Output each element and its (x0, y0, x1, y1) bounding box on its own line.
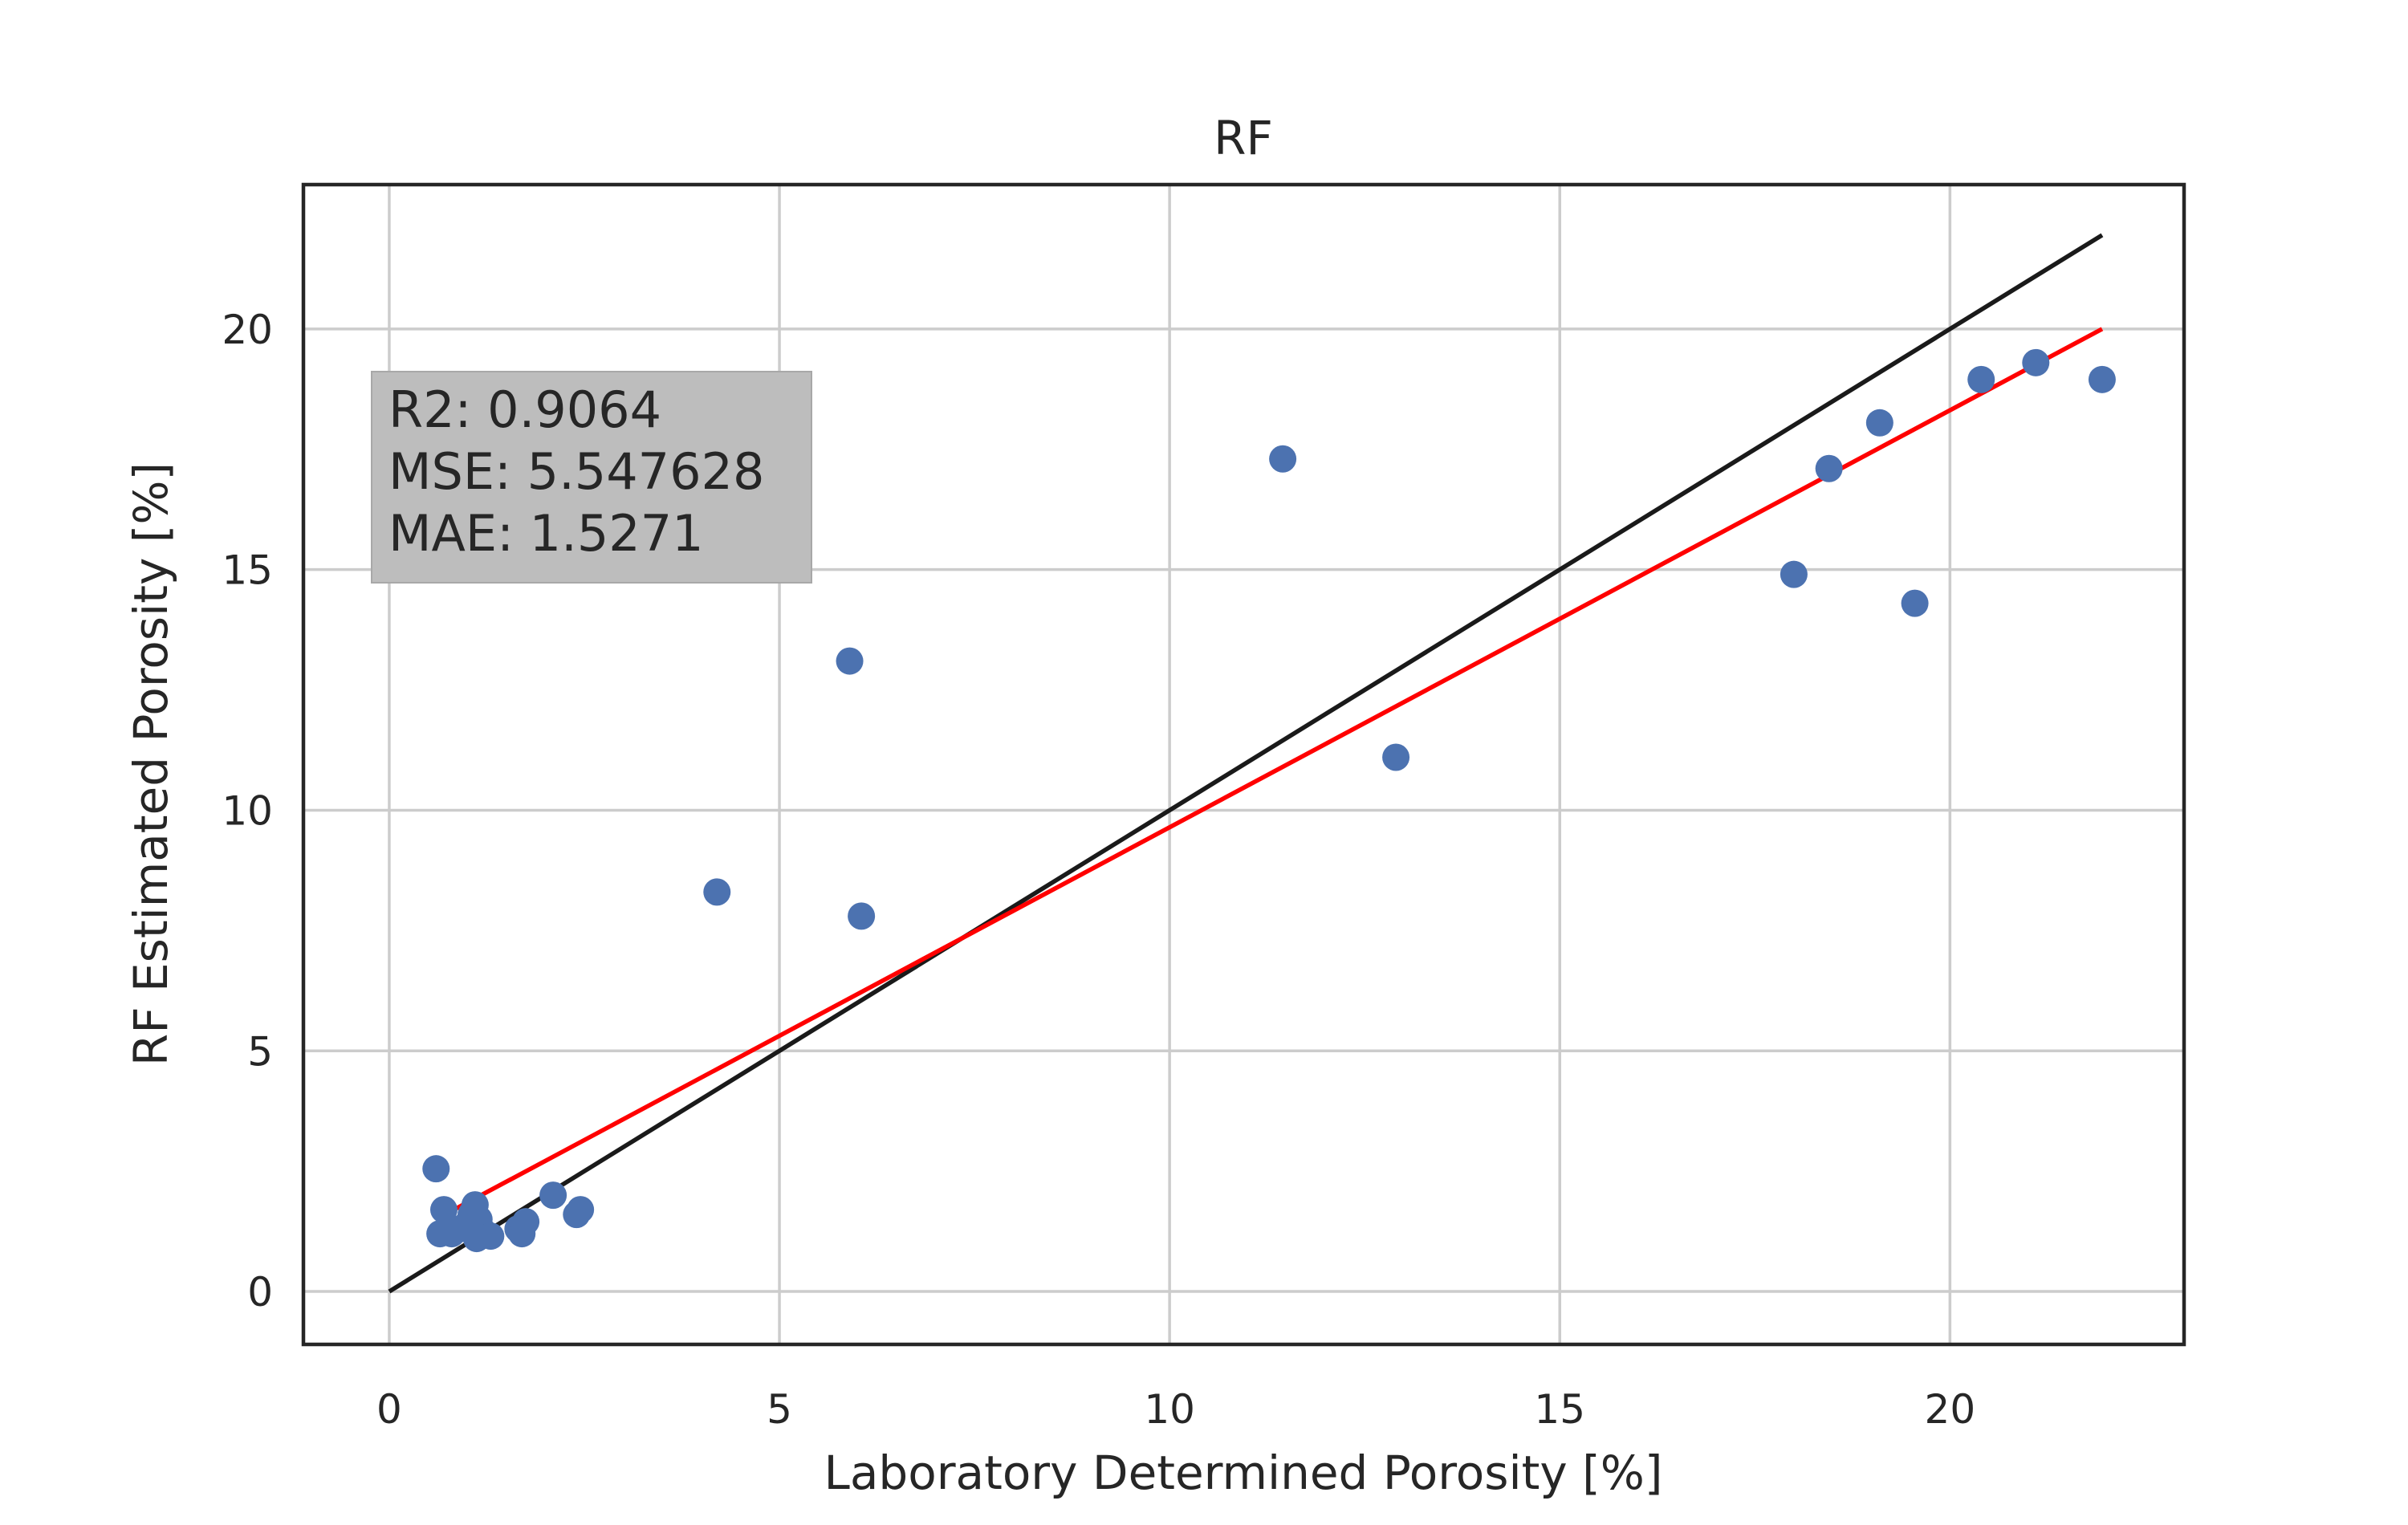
x-tick-label: 15 (1534, 1386, 1585, 1433)
y-tick-label: 10 (222, 787, 273, 834)
chart-title: RF (1214, 111, 1273, 165)
x-axis-label: Laboratory Determined Porosity [%] (824, 1446, 1663, 1500)
data-point (2088, 365, 2116, 393)
plot-frame (301, 182, 2186, 1347)
data-point (836, 647, 864, 675)
data-point (1780, 560, 1808, 588)
x-tick-label: 20 (1925, 1386, 1976, 1433)
data-point (567, 1196, 595, 1224)
stats-box: R2: 0.9064 MSE: 5.547628 MAE: 1.5271 (371, 371, 812, 584)
x-tick-label: 0 (376, 1386, 402, 1433)
ticks: 0 5 10 15 20 0 5 10 15 20 (222, 307, 1975, 1433)
stats-r2: R2: 0.9064 (388, 380, 661, 439)
data-point (422, 1155, 450, 1183)
stats-mse: MSE: 5.547628 (388, 442, 764, 501)
y-tick-label: 0 (247, 1269, 273, 1316)
data-point (1382, 743, 1410, 771)
data-point (429, 1196, 458, 1224)
data-point (1901, 589, 1929, 617)
x-tick-label: 10 (1144, 1386, 1195, 1433)
stats-box-background (371, 371, 812, 584)
y-axis-label: RF Estimated Porosity [%] (124, 462, 178, 1066)
data-point (539, 1181, 567, 1210)
data-point (1269, 445, 1297, 473)
y-tick-label: 15 (222, 547, 273, 594)
y-tick-label: 20 (222, 307, 273, 353)
x-tick-label: 5 (767, 1386, 792, 1433)
y-tick-label: 5 (247, 1028, 273, 1075)
data-point (512, 1208, 540, 1236)
points-layer (422, 348, 2116, 1253)
data-point (1865, 409, 1893, 437)
stats-mae: MAE: 1.5271 (388, 504, 704, 563)
data-point (477, 1222, 505, 1250)
data-point (2022, 348, 2050, 376)
data-point (703, 878, 731, 906)
identity-line (388, 233, 2104, 1294)
data-point (1967, 365, 1995, 393)
data-point (1815, 454, 1843, 482)
data-point (848, 902, 876, 930)
